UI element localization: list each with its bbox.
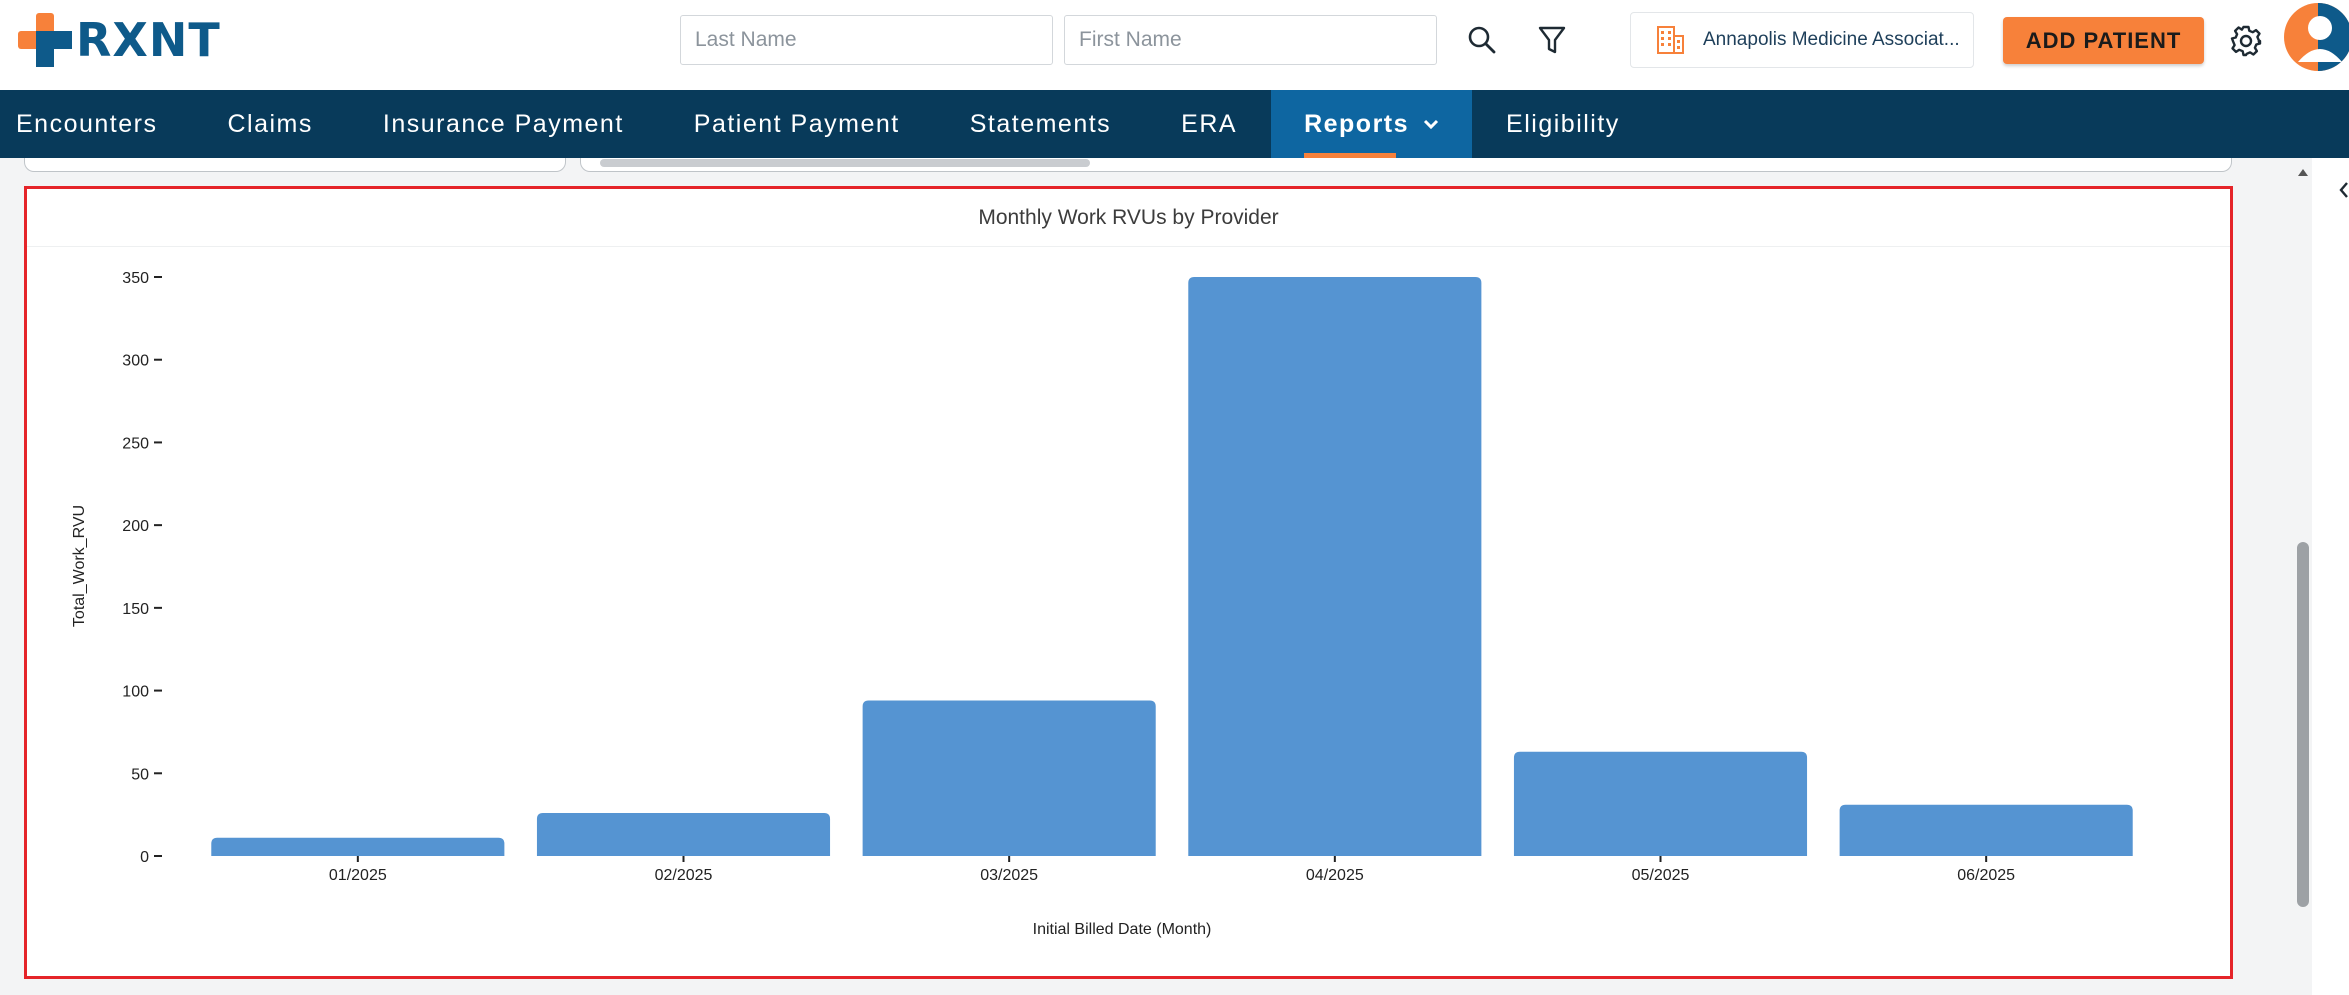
filter-icon	[1538, 26, 1566, 54]
chevron-left-icon[interactable]	[2338, 180, 2349, 200]
x-tick-label: 06/2025	[1957, 867, 2015, 884]
y-axis-label: Total_Work_RVU	[71, 505, 88, 627]
avatar-icon	[2284, 3, 2349, 71]
x-tick-label: 04/2025	[1306, 867, 1364, 884]
nav-item-label: Insurance Payment	[382, 109, 624, 138]
practice-selector[interactable]: Annapolis Medicine Associat...	[1630, 12, 1974, 68]
nav-item-eligibility[interactable]: Eligibility	[1472, 90, 1620, 158]
nav-item-label: Patient Payment	[693, 109, 900, 138]
user-avatar[interactable]	[2280, 2, 2349, 72]
x-tick-label: 01/2025	[329, 867, 387, 884]
x-tick-label: 03/2025	[980, 867, 1038, 884]
vertical-scrollbar-thumb[interactable]	[2297, 542, 2309, 907]
nav-item-insurance-payment[interactable]: Insurance Payment	[383, 90, 694, 158]
settings-button[interactable]	[2225, 20, 2267, 62]
y-tick-label: 150	[122, 601, 149, 618]
y-tick-label: 300	[122, 353, 149, 370]
bar	[862, 700, 1156, 856]
bar-chart: 0 50 100 150 200 250 300 350 01/2025 02/2025 03/20…	[71, 270, 2133, 938]
nav-item-statements[interactable]: Statements	[970, 90, 1181, 158]
chart-card: Monthly Work RVUs by Provider 0 50 100 150 2…	[24, 186, 2233, 979]
nav-item-label: ERA	[1181, 109, 1238, 138]
filter-panel-left	[24, 158, 566, 172]
nav-item-encounters[interactable]: Encounters	[0, 90, 227, 158]
nav-item-label: Eligibility	[1506, 109, 1620, 138]
horizontal-scrollbar-thumb[interactable]	[600, 159, 1090, 167]
bar	[1513, 751, 1808, 856]
add-patient-button[interactable]: ADD PATIENT	[2003, 17, 2204, 64]
logo-text: RXNT	[76, 13, 221, 67]
nav-item-patient-payment[interactable]: Patient Payment	[694, 90, 970, 158]
bar	[211, 837, 505, 856]
y-tick-label: 200	[122, 518, 149, 535]
nav-item-label: Encounters	[16, 109, 158, 138]
last-name-input[interactable]	[680, 15, 1053, 65]
x-tick-label: 05/2025	[1632, 867, 1690, 884]
y-tick-label: 50	[131, 766, 149, 783]
chart-title: Monthly Work RVUs by Provider	[27, 189, 2230, 247]
x-axis-label: Initial Billed Date (Month)	[1033, 921, 1212, 938]
bar	[536, 812, 831, 856]
nav-item-label: Reports	[1304, 109, 1410, 138]
gear-icon	[2230, 25, 2262, 57]
nav-item-reports[interactable]: Reports	[1271, 90, 1473, 158]
x-tick-label: 02/2025	[655, 867, 713, 884]
first-name-input[interactable]	[1064, 15, 1437, 65]
y-tick-label: 100	[122, 684, 149, 701]
main-nav: Encounters Claims Insurance Payment Patient…	[0, 90, 2349, 158]
search-button[interactable]	[1462, 20, 1502, 60]
nav-item-era[interactable]: ERA	[1181, 90, 1271, 158]
building-icon	[1657, 26, 1684, 54]
side-panel-edge	[2312, 158, 2349, 995]
rxnt-logo[interactable]: RXNT	[18, 12, 221, 68]
search-icon	[1468, 26, 1496, 54]
y-tick-label: 350	[122, 270, 149, 287]
chevron-down-icon	[1423, 119, 1439, 130]
bar	[1188, 277, 1482, 856]
filter-button[interactable]	[1532, 20, 1572, 60]
bar	[1839, 804, 2133, 856]
rxnt-cross-icon	[18, 13, 72, 67]
y-tick-label: 250	[122, 435, 149, 452]
scroll-up-arrow-icon[interactable]	[2297, 167, 2309, 177]
practice-name: Annapolis Medicine Associat...	[1703, 29, 1960, 50]
app-header: RXNT Annapolis Medicine Associat... ADD …	[0, 0, 2349, 90]
nav-item-claims[interactable]: Claims	[227, 90, 382, 158]
y-tick-label: 0	[140, 849, 149, 866]
nav-item-label: Claims	[227, 109, 313, 138]
nav-item-label: Statements	[969, 109, 1112, 138]
